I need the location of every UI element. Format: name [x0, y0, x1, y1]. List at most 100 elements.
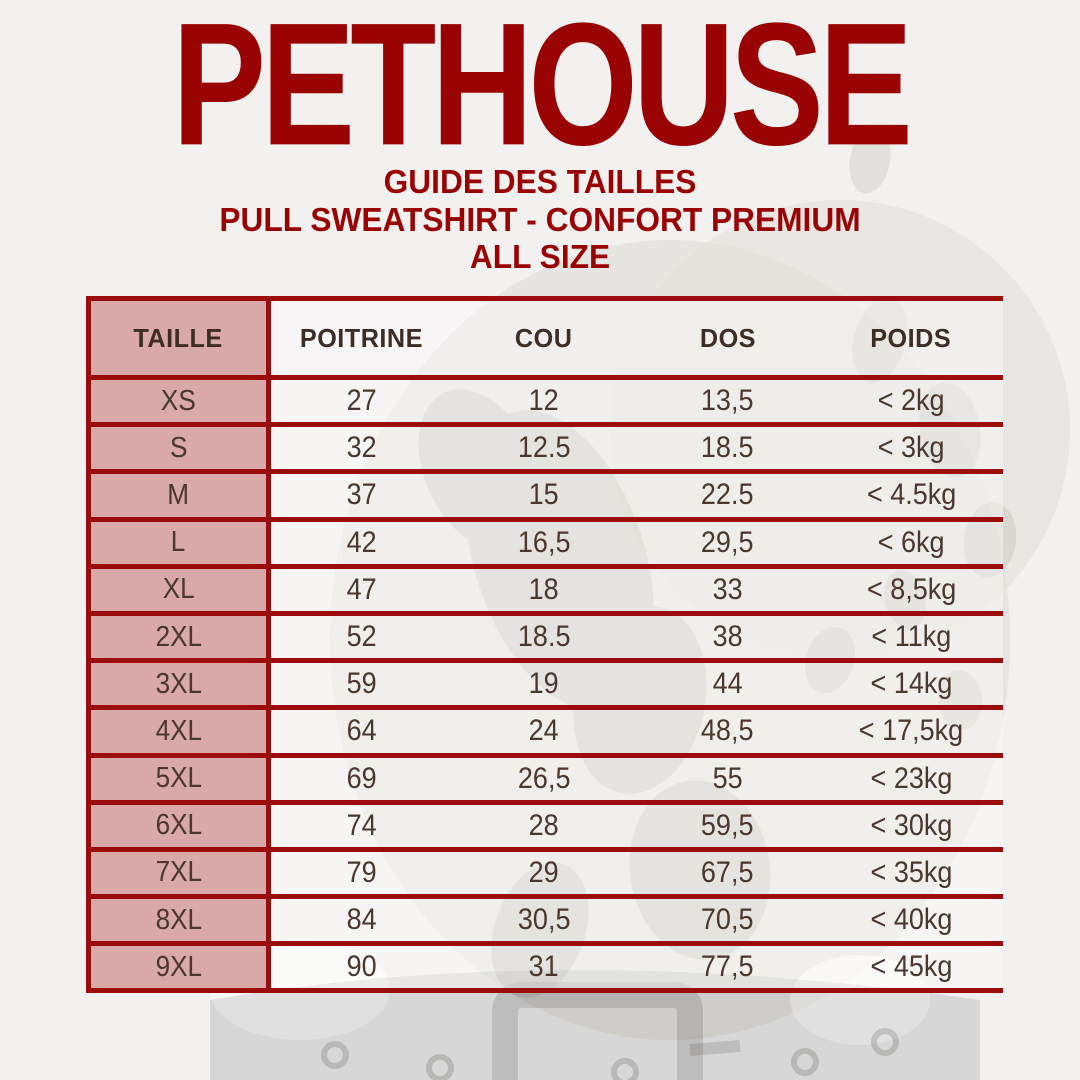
- cell-text: 16,5: [517, 525, 571, 559]
- size-cell: S: [86, 422, 271, 475]
- column-header-label: DOS: [699, 322, 756, 353]
- table-row-2XL: 2XL 52 18.5 38 < 11kg: [86, 610, 1003, 664]
- cell-text: 26,5: [517, 761, 571, 795]
- subtitle-product: PULL SWEATSHIRT - CONFORT PREMIUM: [219, 200, 861, 238]
- table-row-6XL: 6XL 74 28 59,5 < 30kg: [86, 799, 1003, 852]
- cell-text: 70,5: [701, 903, 754, 937]
- value-cell: 79: [268, 846, 453, 900]
- size-cell: 2XL: [86, 610, 271, 664]
- value-cell: < 6kg: [819, 516, 1003, 569]
- size-cell: 5XL: [86, 752, 271, 805]
- value-cell: < 45kg: [819, 941, 1003, 994]
- cell-text: 55: [712, 761, 743, 795]
- cell-text: 90: [346, 950, 377, 984]
- value-cell: 38: [635, 610, 820, 664]
- value-cell: 55: [635, 752, 820, 805]
- value-cell: 48,5: [635, 705, 820, 758]
- table-row-4XL: 4XL 64 24 48,5 < 17,5kg: [86, 705, 1003, 758]
- value-cell: 64: [268, 705, 453, 758]
- cell-text: 18: [528, 572, 559, 606]
- size-cell: 3XL: [86, 658, 271, 711]
- cell-text: < 40kg: [870, 903, 953, 937]
- value-cell: < 35kg: [819, 846, 1003, 900]
- value-cell: 12.5: [452, 422, 636, 475]
- value-cell: 47: [268, 563, 453, 616]
- cell-text: 64: [346, 714, 377, 748]
- value-cell: 31: [452, 941, 636, 994]
- cell-text: 27: [346, 384, 377, 418]
- cell-text: 37: [346, 478, 377, 512]
- value-cell: < 40kg: [819, 894, 1003, 947]
- brand-title: PETHOUSE: [172, 0, 913, 182]
- value-cell: 16,5: [452, 516, 636, 569]
- value-cell: 67,5: [635, 846, 820, 900]
- column-header-2: COU: [452, 296, 636, 380]
- column-header-label: POIDS: [870, 322, 952, 353]
- value-cell: 22.5: [635, 469, 820, 522]
- cell-text: < 45kg: [870, 950, 953, 984]
- cell-text: 18.5: [701, 431, 754, 465]
- cell-text: 29,5: [701, 525, 754, 559]
- value-cell: < 8,5kg: [819, 563, 1003, 616]
- cell-text: 30,5: [517, 903, 571, 937]
- value-cell: < 30kg: [819, 799, 1003, 852]
- header-row: TAILLE POITRINE COU DOS POIDS: [86, 296, 1003, 380]
- column-header-label: TAILLE: [133, 322, 224, 353]
- value-cell: 28: [452, 799, 636, 852]
- column-header-4: POIDS: [819, 296, 1003, 380]
- value-cell: 19: [452, 658, 636, 711]
- cell-text: 4XL: [155, 714, 202, 747]
- value-cell: 29,5: [635, 516, 820, 569]
- value-cell: 26,5: [452, 752, 636, 805]
- cell-text: S: [169, 431, 188, 464]
- value-cell: 84: [268, 894, 453, 947]
- cell-text: 3XL: [155, 667, 202, 700]
- subtitle-guide: GUIDE DES TAILLES: [383, 163, 697, 200]
- cell-text: 8XL: [155, 903, 202, 936]
- value-cell: 52: [268, 610, 453, 664]
- table-row-M: M 37 15 22.5 < 4.5kg: [86, 469, 1003, 522]
- cell-text: 47: [346, 572, 377, 606]
- cell-text: XL: [162, 573, 195, 606]
- table-row-XS: XS 27 12 13,5 < 2kg: [86, 374, 1003, 428]
- column-header-label: POITRINE: [300, 322, 424, 353]
- column-header-1: POITRINE: [268, 296, 453, 380]
- cell-text: 24: [528, 714, 559, 748]
- cell-text: 28: [528, 808, 559, 842]
- size-cell: XS: [86, 374, 271, 428]
- value-cell: 24: [452, 705, 636, 758]
- value-cell: 27: [268, 374, 453, 428]
- value-cell: 18.5: [452, 610, 636, 664]
- column-header-3: DOS: [635, 296, 820, 380]
- cell-text: L: [171, 526, 186, 559]
- subtitle-block: GUIDE DES TAILLES PULL SWEATSHIRT - CONF…: [0, 163, 1080, 276]
- cell-text: < 30kg: [870, 808, 953, 842]
- cell-text: < 35kg: [870, 855, 953, 889]
- value-cell: 69: [268, 752, 453, 805]
- cell-text: 9XL: [155, 950, 202, 983]
- size-cell: 8XL: [86, 894, 271, 947]
- value-cell: < 23kg: [819, 752, 1003, 805]
- cell-text: 7XL: [155, 856, 202, 889]
- value-cell: < 2kg: [819, 374, 1003, 428]
- size-table-header: TAILLE POITRINE COU DOS POIDS: [86, 296, 1003, 380]
- size-cell: 9XL: [86, 941, 271, 994]
- value-cell: 33: [635, 563, 820, 616]
- cell-text: 2XL: [155, 620, 202, 653]
- size-cell: 6XL: [86, 799, 271, 852]
- value-cell: 74: [268, 799, 453, 852]
- value-cell: < 11kg: [819, 610, 1003, 664]
- cell-text: 74: [346, 808, 377, 842]
- cell-text: 15: [528, 478, 559, 512]
- value-cell: 30,5: [452, 894, 636, 947]
- cell-text: 84: [346, 903, 377, 937]
- cell-text: 31: [528, 950, 559, 984]
- size-cell: 4XL: [86, 705, 271, 758]
- cell-text: < 6kg: [877, 525, 945, 559]
- cell-text: XS: [161, 384, 196, 417]
- cell-text: 44: [712, 667, 743, 701]
- column-header-label: COU: [515, 322, 573, 353]
- size-cell: 7XL: [86, 846, 271, 900]
- subtitle-allsize: ALL SIZE: [469, 238, 611, 275]
- cell-text: < 3kg: [877, 431, 945, 465]
